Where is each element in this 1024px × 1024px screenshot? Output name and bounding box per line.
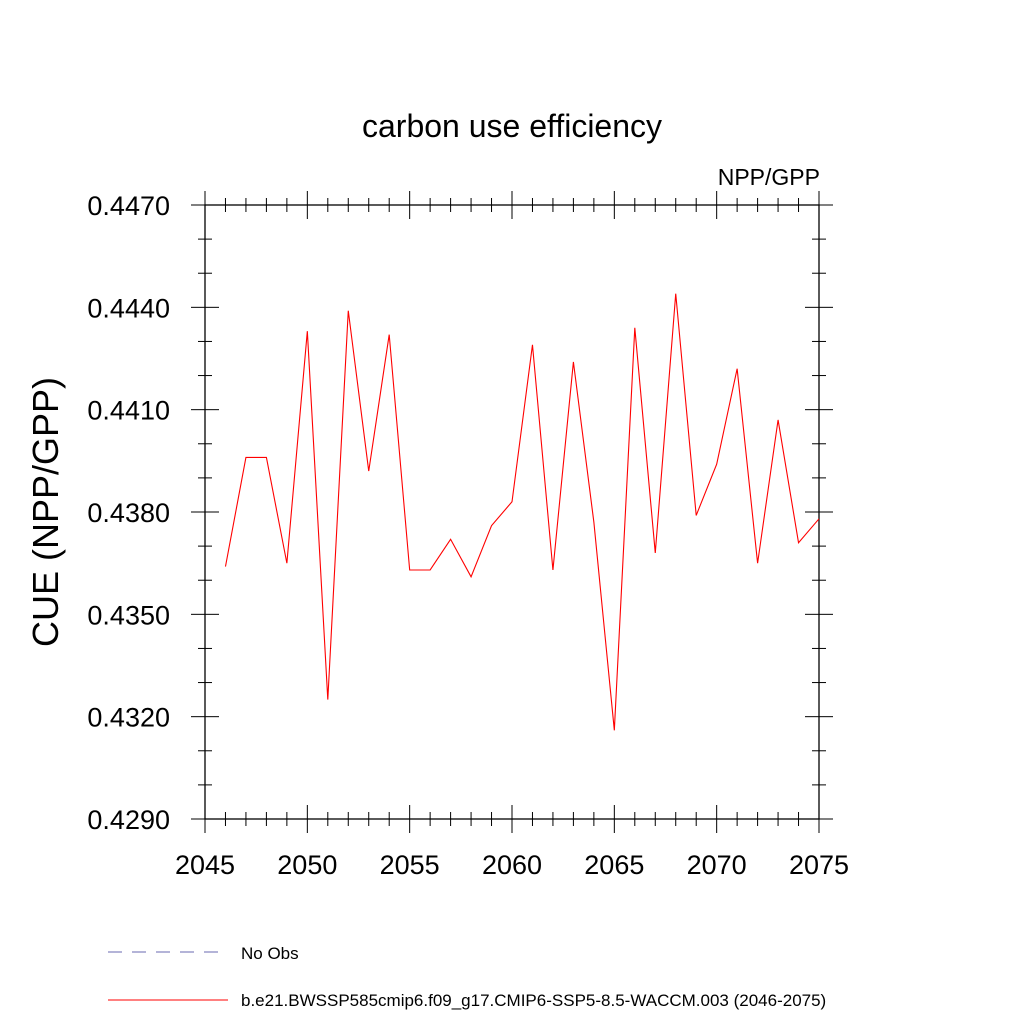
data-point (408, 568, 411, 571)
data-point (470, 575, 473, 578)
data-point (592, 521, 595, 524)
data-point (429, 568, 432, 571)
data-point (449, 538, 452, 541)
data-point (695, 514, 698, 517)
x-tick-label: 2065 (584, 850, 644, 880)
data-point (244, 456, 247, 459)
major-ticks (191, 191, 833, 833)
data-point (326, 698, 329, 701)
data-point (285, 562, 288, 565)
y-tick-label: 0.4350 (87, 600, 170, 630)
x-tick-label: 2060 (482, 850, 542, 880)
plot-frame (204, 204, 820, 820)
chart-subtitle: NPP/GPP (718, 164, 820, 190)
data-point (531, 343, 534, 346)
minor-ticks (198, 198, 826, 826)
data-point (388, 333, 391, 336)
data-point (306, 330, 309, 333)
data-point (347, 309, 350, 312)
x-tick-label: 2075 (789, 850, 849, 880)
points-layer (224, 292, 821, 732)
data-point (818, 517, 821, 520)
y-tick-label: 0.4320 (87, 703, 170, 733)
legend-label-no-obs: No Obs (241, 944, 299, 963)
x-tick-label: 2050 (277, 850, 337, 880)
data-point (490, 524, 493, 527)
data-point (715, 463, 718, 466)
y-tick-label: 0.4410 (87, 396, 170, 426)
x-tick-label: 2070 (687, 850, 747, 880)
data-point (756, 562, 759, 565)
data-point (224, 565, 227, 568)
data-point (367, 470, 370, 473)
y-tick-label: 0.4440 (87, 293, 170, 323)
y-tick-label: 0.4380 (87, 498, 170, 528)
y-tick-label: 0.4290 (87, 805, 170, 835)
x-tick-label: 2045 (175, 850, 235, 880)
legend: No Obs b.e21.BWSSP585cmip6.f09_g17.CMIP6… (108, 944, 826, 1010)
data-point (265, 456, 268, 459)
data-point (633, 326, 636, 329)
y-tick-label: 0.4470 (87, 191, 170, 221)
data-point (551, 568, 554, 571)
data-point (613, 729, 616, 732)
data-point (777, 418, 780, 421)
data-point (511, 500, 514, 503)
data-point (736, 367, 739, 370)
y-tick-labels: 0.4290 0.4320 0.4350 0.4380 0.4410 0.4440 0.44… (87, 191, 170, 835)
legend-label-model: b.e21.BWSSP585cmip6.f09_g17.CMIP6-SSP5-8… (241, 991, 826, 1010)
series-layer (224, 293, 820, 731)
series-line (224, 293, 820, 731)
data-point (674, 292, 677, 295)
x-tick-labels: 2045 2050 2055 2060 2065 2070 2075 (175, 850, 849, 880)
chart-title: carbon use efficiency (362, 108, 662, 144)
data-point (797, 541, 800, 544)
data-point (654, 551, 657, 554)
y-axis-label: CUE (NPP/GPP) (25, 377, 66, 647)
data-point (572, 360, 575, 363)
x-tick-label: 2055 (380, 850, 440, 880)
